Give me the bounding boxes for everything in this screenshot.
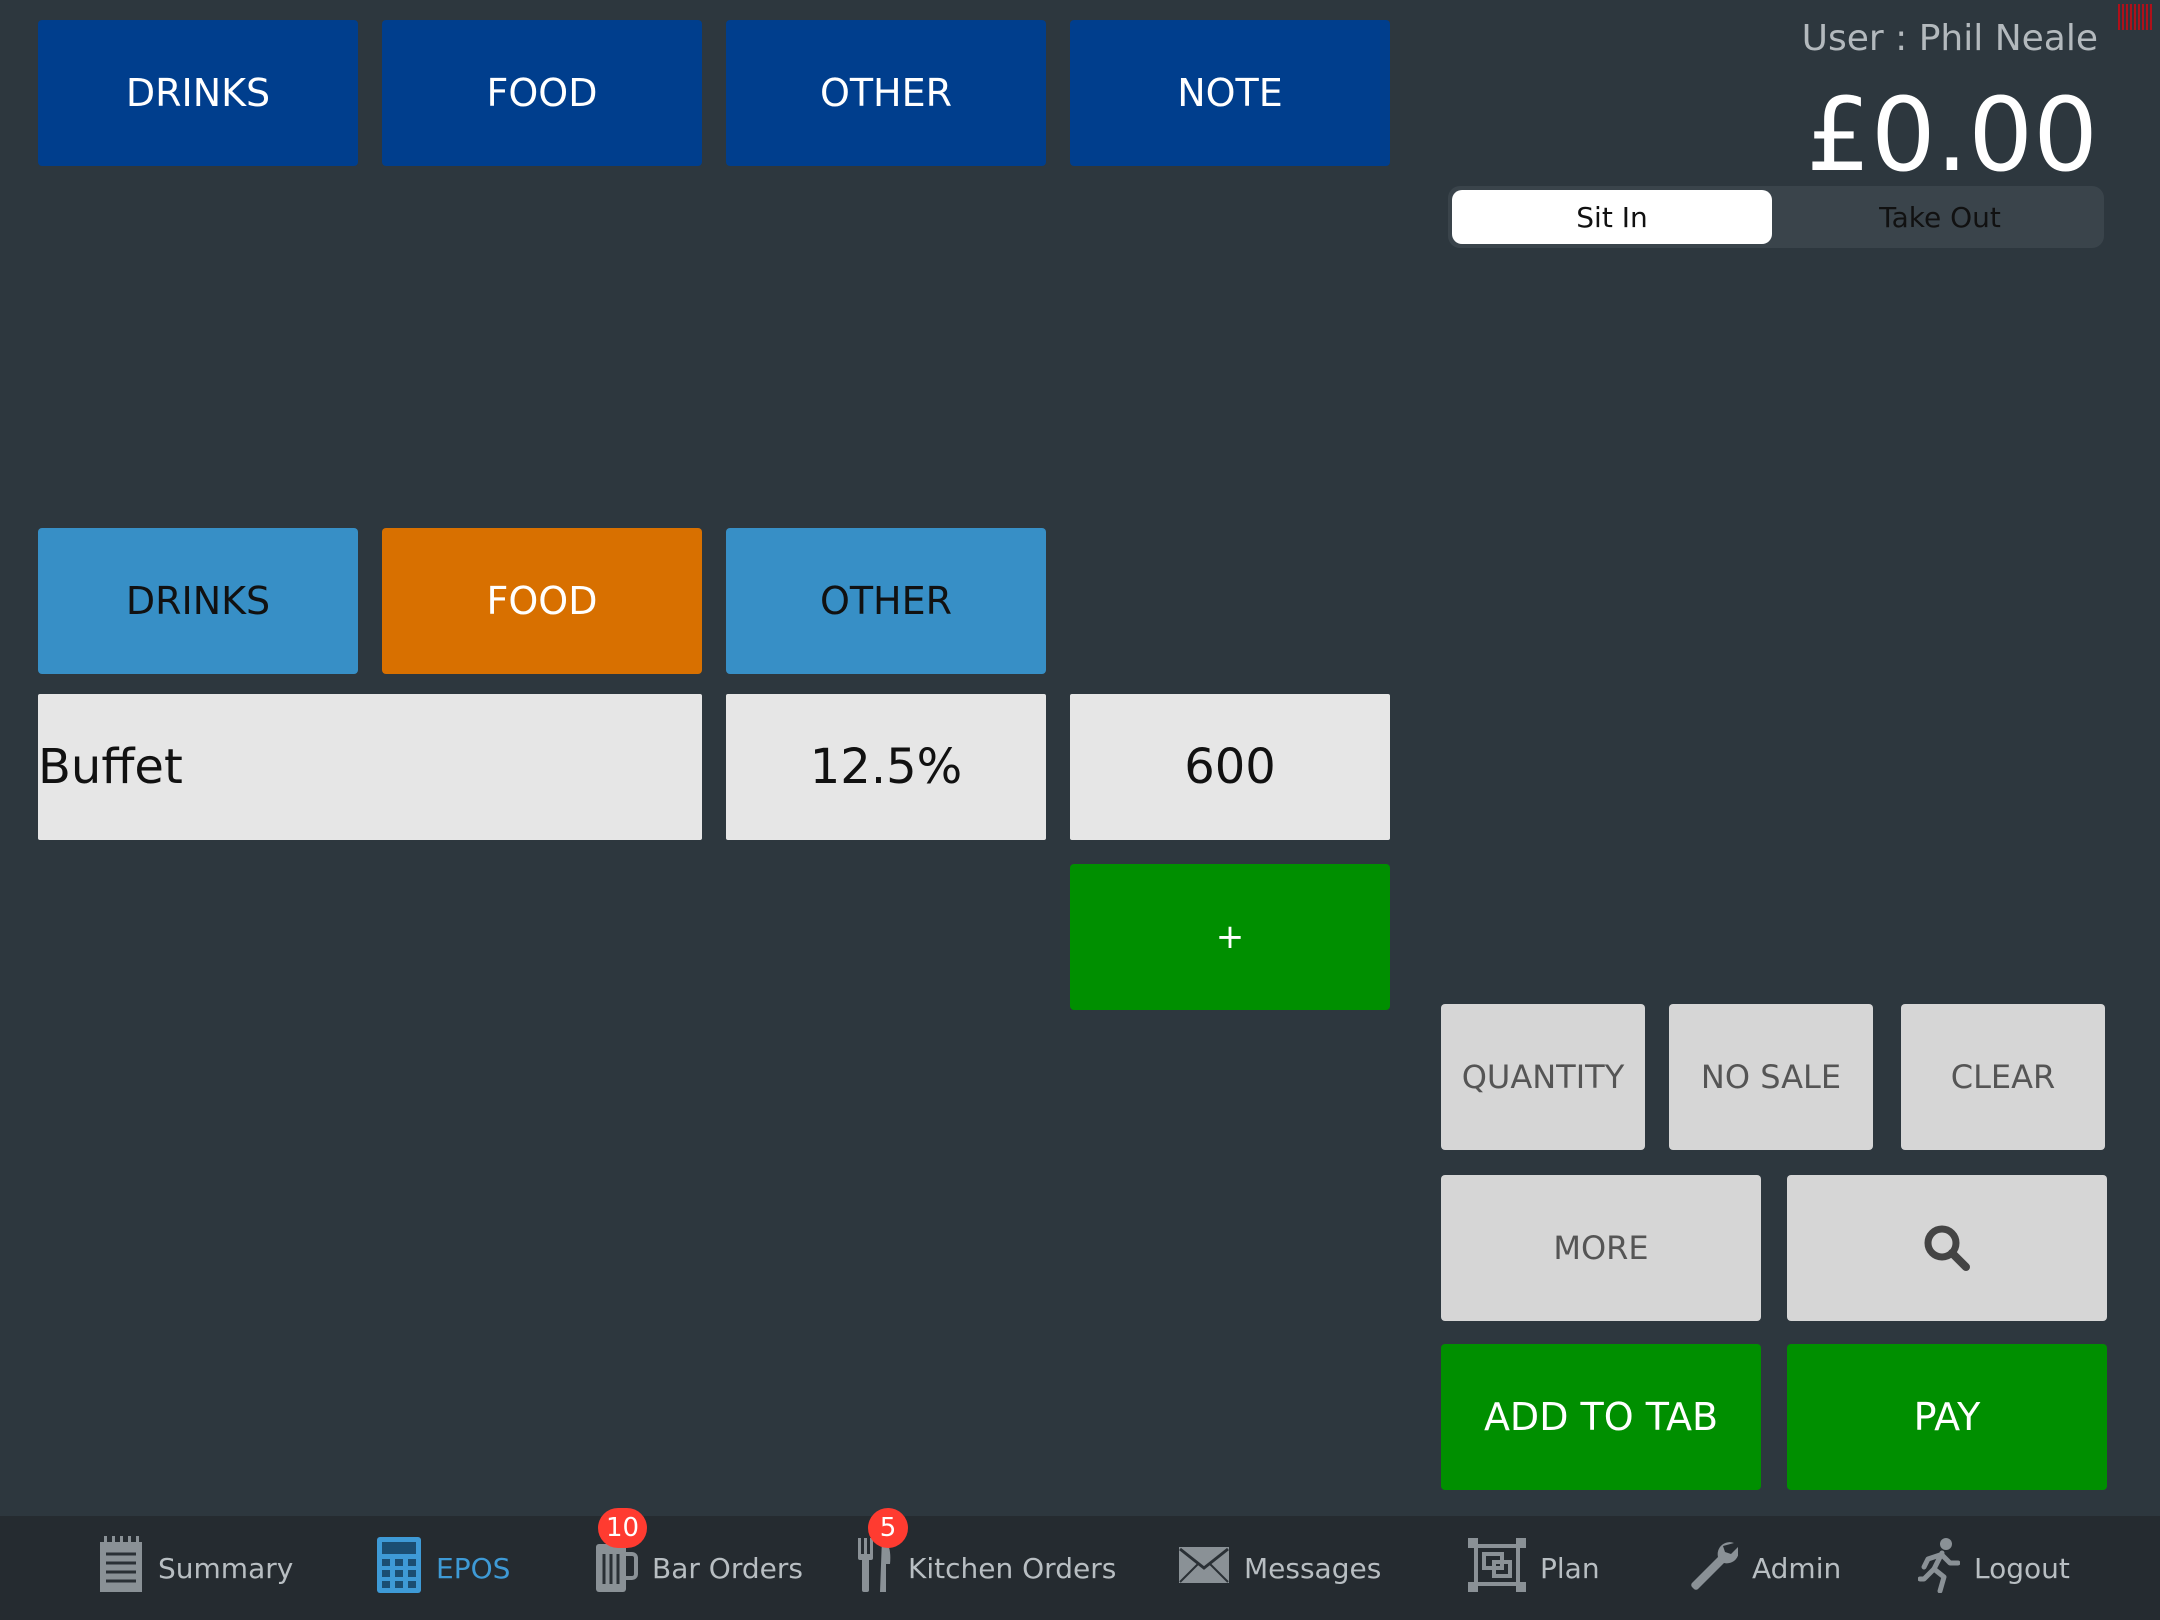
floor-plan-icon bbox=[1468, 1537, 1526, 1599]
tab-plan[interactable]: Plan bbox=[1468, 1516, 1600, 1620]
sit-in-option[interactable]: Sit In bbox=[1452, 190, 1772, 244]
top-category-drinks[interactable]: DRINKS bbox=[38, 20, 358, 166]
tab-logout[interactable]: Logout bbox=[1917, 1516, 2070, 1620]
order-type-toggle: Sit In Take Out bbox=[1448, 186, 2104, 248]
tab-messages-label: Messages bbox=[1244, 1551, 1382, 1585]
barcode-icon bbox=[2118, 4, 2154, 30]
user-label: User : Phil Neale bbox=[1801, 18, 2098, 59]
tab-admin-label: Admin bbox=[1752, 1551, 1842, 1585]
calculator-icon bbox=[376, 1536, 422, 1601]
wrench-icon bbox=[1686, 1539, 1739, 1598]
take-out-option[interactable]: Take Out bbox=[1879, 200, 2001, 234]
item-tax-rate[interactable]: 12.5% bbox=[726, 694, 1046, 840]
beer-glass-icon: 10 bbox=[592, 1507, 648, 1601]
pay-button[interactable]: PAY bbox=[1787, 1344, 2107, 1490]
sub-category-drinks[interactable]: DRINKS bbox=[38, 528, 358, 674]
tab-epos[interactable]: EPOS bbox=[376, 1516, 510, 1620]
order-total: £0.00 bbox=[1805, 76, 2098, 195]
top-category-food[interactable]: FOOD bbox=[382, 20, 702, 166]
bottom-tab-bar: Summary EPOS 10 Bar Orders bbox=[0, 1507, 2160, 1620]
sub-category-food[interactable]: FOOD bbox=[382, 528, 702, 674]
add-to-tab-button[interactable]: ADD TO TAB bbox=[1441, 1344, 1761, 1490]
add-item-button[interactable]: + bbox=[1070, 864, 1390, 1010]
search-button[interactable] bbox=[1787, 1175, 2107, 1321]
tab-kitchen-orders[interactable]: 5 Kitchen Orders bbox=[856, 1507, 1117, 1620]
item-name[interactable]: Buffet bbox=[38, 694, 702, 840]
tab-summary-label: Summary bbox=[158, 1551, 294, 1585]
search-icon bbox=[1924, 1225, 1970, 1271]
more-button[interactable]: MORE bbox=[1441, 1175, 1761, 1321]
tab-bar-orders-label: Bar Orders bbox=[652, 1551, 803, 1585]
top-category-note[interactable]: NOTE bbox=[1070, 20, 1390, 166]
tab-messages[interactable]: Messages bbox=[1178, 1516, 1381, 1620]
envelope-icon bbox=[1178, 1546, 1230, 1591]
quantity-button[interactable]: QUANTITY bbox=[1441, 1004, 1645, 1150]
tab-plan-label: Plan bbox=[1540, 1551, 1600, 1585]
tab-logout-label: Logout bbox=[1974, 1551, 2070, 1585]
top-category-other[interactable]: OTHER bbox=[726, 20, 1046, 166]
fork-knife-icon: 5 bbox=[856, 1507, 908, 1601]
running-man-icon bbox=[1917, 1537, 1961, 1600]
clear-button[interactable]: CLEAR bbox=[1901, 1004, 2105, 1150]
tab-bar-orders[interactable]: 10 Bar Orders bbox=[592, 1507, 803, 1620]
notepad-icon bbox=[98, 1535, 144, 1601]
tab-admin[interactable]: Admin bbox=[1686, 1516, 1841, 1620]
tab-summary[interactable]: Summary bbox=[98, 1516, 293, 1620]
sub-category-other[interactable]: OTHER bbox=[726, 528, 1046, 674]
tab-kitchen-orders-label: Kitchen Orders bbox=[908, 1551, 1117, 1585]
tab-epos-label: EPOS bbox=[436, 1551, 511, 1585]
item-price[interactable]: 600 bbox=[1070, 694, 1390, 840]
no-sale-button[interactable]: NO SALE bbox=[1669, 1004, 1873, 1150]
bar-orders-badge: 10 bbox=[598, 1507, 648, 1548]
kitchen-orders-badge: 5 bbox=[868, 1507, 908, 1548]
